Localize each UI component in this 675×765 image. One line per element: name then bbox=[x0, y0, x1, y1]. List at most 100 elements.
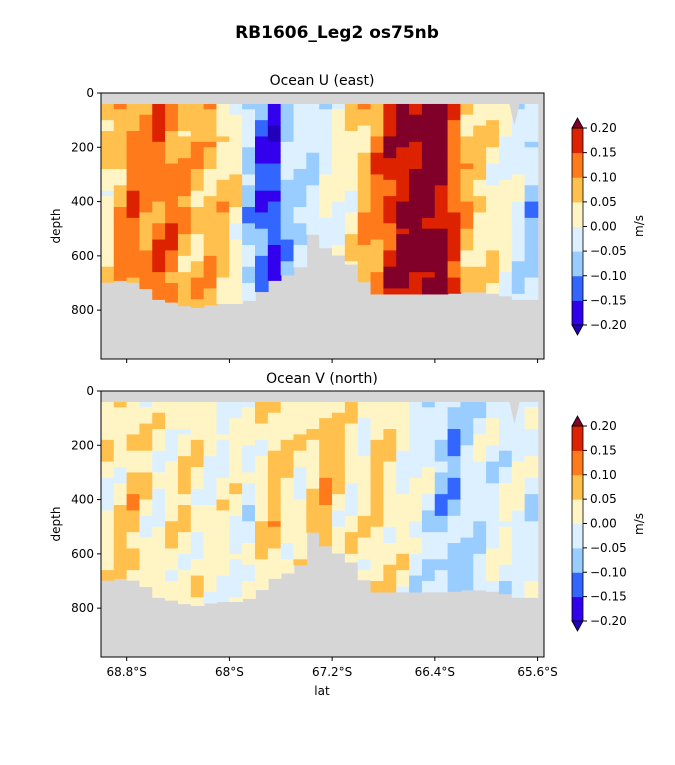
data-cell bbox=[396, 412, 410, 419]
data-cell bbox=[434, 564, 449, 571]
data-cell bbox=[319, 239, 333, 246]
data-cell bbox=[229, 450, 243, 457]
data-cell bbox=[524, 510, 539, 517]
data-cell bbox=[242, 423, 256, 430]
data-cell bbox=[216, 120, 231, 127]
data-cell bbox=[409, 288, 423, 295]
data-cell bbox=[409, 147, 423, 154]
data-cell bbox=[370, 234, 385, 241]
data-cell bbox=[113, 575, 128, 579]
data-cell bbox=[344, 526, 359, 533]
data-cell bbox=[396, 570, 410, 577]
data-cell bbox=[511, 114, 526, 121]
data-cell bbox=[319, 114, 333, 121]
y-tick-label: 800 bbox=[71, 303, 94, 317]
data-cell bbox=[216, 190, 231, 197]
data-cell bbox=[139, 103, 154, 110]
data-cell bbox=[165, 174, 179, 181]
data-cell bbox=[460, 272, 475, 279]
data-cell bbox=[165, 477, 179, 484]
data-cell bbox=[473, 532, 487, 539]
data-cell bbox=[139, 239, 154, 246]
data-cell bbox=[447, 439, 462, 446]
data-cell bbox=[409, 418, 423, 425]
data-cell bbox=[421, 239, 436, 246]
data-cell bbox=[152, 543, 166, 550]
data-cell bbox=[498, 283, 513, 290]
data-cell bbox=[511, 553, 526, 560]
data-cell bbox=[229, 439, 243, 446]
data-cell bbox=[319, 461, 333, 468]
data-cell bbox=[254, 103, 269, 110]
data-cell bbox=[165, 591, 179, 598]
data-cell bbox=[203, 418, 218, 425]
data-cell bbox=[460, 217, 475, 224]
data-cell bbox=[396, 483, 410, 490]
data-cell bbox=[332, 125, 346, 132]
data-cell bbox=[139, 559, 154, 566]
data-cell bbox=[216, 174, 231, 181]
data-cell bbox=[370, 494, 385, 501]
data-cell bbox=[370, 288, 385, 295]
data-cell bbox=[306, 217, 320, 224]
data-cell bbox=[357, 174, 372, 181]
data-cell bbox=[524, 450, 539, 457]
data-cell bbox=[306, 152, 320, 159]
data-cell bbox=[460, 532, 475, 539]
data-cell bbox=[370, 467, 385, 474]
data-cell bbox=[473, 114, 487, 121]
data-cell bbox=[242, 543, 256, 550]
data-cell bbox=[396, 245, 410, 252]
data-cell bbox=[357, 439, 372, 446]
data-cell bbox=[370, 250, 385, 257]
data-cell bbox=[460, 472, 475, 479]
data-cell bbox=[319, 120, 333, 127]
data-cell bbox=[152, 494, 166, 501]
data-cell bbox=[524, 272, 539, 279]
data-cell bbox=[396, 212, 410, 219]
data-cell bbox=[473, 450, 487, 457]
data-cell bbox=[165, 179, 179, 186]
data-cell bbox=[332, 114, 346, 121]
data-cell bbox=[254, 581, 269, 588]
data-cell bbox=[486, 559, 500, 566]
data-cell bbox=[229, 120, 243, 127]
data-cell bbox=[460, 488, 475, 495]
data-cell bbox=[421, 120, 436, 127]
data-cell bbox=[370, 255, 385, 262]
data-cell bbox=[357, 537, 372, 544]
colorbar-tick-label: −0.05 bbox=[590, 244, 627, 258]
data-cell bbox=[216, 537, 231, 544]
data-cell bbox=[139, 532, 154, 539]
data-cell bbox=[383, 109, 398, 116]
data-cell bbox=[177, 575, 192, 582]
data-cell bbox=[100, 250, 115, 257]
data-cell bbox=[242, 526, 256, 533]
data-cell bbox=[332, 488, 346, 495]
data-cell bbox=[139, 174, 154, 181]
data-cell bbox=[229, 163, 243, 170]
data-cell bbox=[511, 174, 526, 181]
data-cell bbox=[280, 190, 295, 197]
data-cell bbox=[216, 163, 231, 170]
data-cell bbox=[306, 461, 320, 468]
data-cell bbox=[498, 255, 513, 262]
data-cell bbox=[344, 141, 359, 148]
data-cell bbox=[396, 472, 410, 479]
data-cell bbox=[152, 581, 166, 588]
data-cell bbox=[460, 277, 475, 284]
data-cell bbox=[229, 245, 243, 252]
data-cell bbox=[447, 190, 462, 197]
colorbar-segment bbox=[572, 547, 583, 573]
data-cell bbox=[190, 141, 205, 148]
data-cell bbox=[190, 245, 205, 252]
data-cell bbox=[139, 467, 154, 474]
data-cell bbox=[203, 217, 218, 224]
data-cell bbox=[434, 109, 449, 116]
data-cell bbox=[306, 201, 320, 208]
data-cell bbox=[293, 250, 308, 257]
data-cell bbox=[177, 537, 192, 544]
data-cell bbox=[460, 521, 475, 528]
data-cell bbox=[229, 234, 243, 241]
data-cell bbox=[139, 494, 154, 501]
